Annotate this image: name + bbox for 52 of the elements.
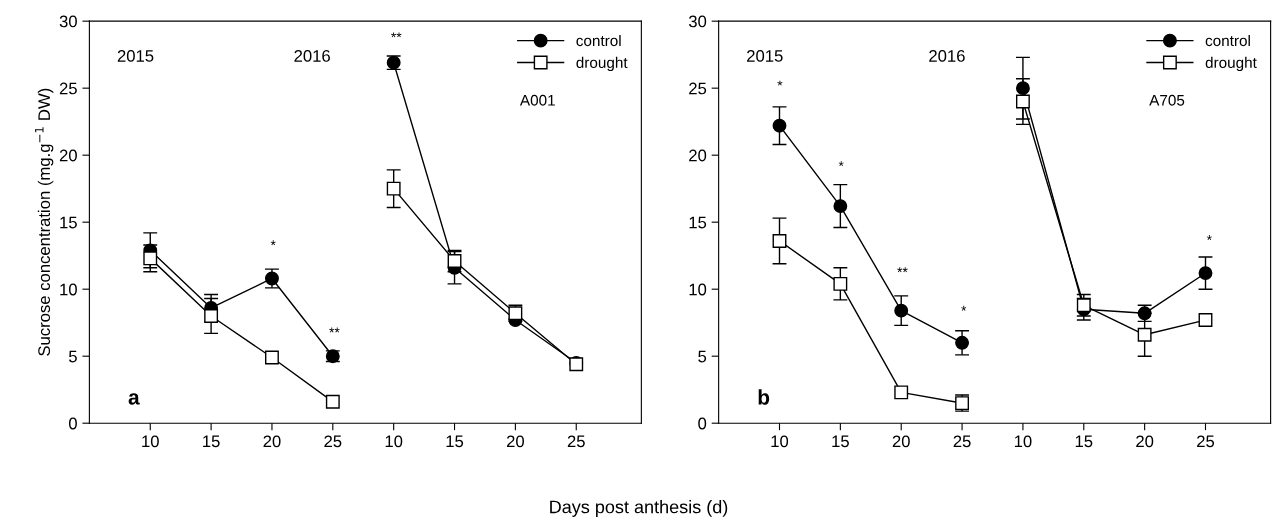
x-axis-title: Days post anthesis (d) xyxy=(550,500,728,517)
annotation: ** xyxy=(391,32,402,38)
y-tick-label: 30 xyxy=(59,15,77,28)
annotation: 2015 xyxy=(117,50,154,62)
annotation: * xyxy=(961,305,967,311)
x-tick-label: 10 xyxy=(771,435,789,448)
x-tick-label: 15 xyxy=(446,435,464,448)
annotation: a xyxy=(128,393,140,405)
y-tick-label: 10 xyxy=(60,283,77,296)
y-tick-label: 20 xyxy=(689,149,707,162)
y-tick-label: 0 xyxy=(68,417,77,430)
annotation: 2015 xyxy=(747,50,783,62)
x-tick-label: 20 xyxy=(506,435,525,448)
y-tick-label: 15 xyxy=(689,216,707,229)
annotation: 2016 xyxy=(929,50,965,62)
x-tick-label: 20 xyxy=(1136,435,1154,448)
y-tick-label: 20 xyxy=(59,149,77,162)
annotation: * xyxy=(270,240,276,246)
legend-label: drought xyxy=(1205,56,1257,72)
y-tick-label: 15 xyxy=(60,216,77,229)
x-tick-label: 10 xyxy=(385,435,403,448)
x-tick-label: 15 xyxy=(203,435,220,448)
x-tick-label: 25 xyxy=(1197,435,1215,448)
y-tick-label: 25 xyxy=(59,82,77,95)
y-tick-label: 10 xyxy=(689,283,707,296)
x-tick-label: 25 xyxy=(953,435,971,448)
legend-label: control xyxy=(1205,34,1250,47)
annotation: A705 xyxy=(1149,94,1185,106)
y-axis-title: Sucrose concentration (mg.g$^{−1}$ DW) xyxy=(34,88,54,356)
annotation: A001 xyxy=(519,94,555,106)
x-tick-label: 25 xyxy=(567,435,585,448)
x-tick-label: 15 xyxy=(832,435,849,448)
y-tick-label: 0 xyxy=(698,417,707,430)
annotation: ** xyxy=(329,327,340,333)
x-tick-label: 20 xyxy=(892,435,910,448)
legend-label: drought xyxy=(576,56,628,72)
annotation: * xyxy=(777,80,783,86)
annotation: * xyxy=(1206,235,1212,240)
y-tick-label: 30 xyxy=(688,15,707,28)
annotation: b xyxy=(758,389,770,405)
x-tick-label: 20 xyxy=(263,435,281,448)
x-tick-label: 15 xyxy=(1075,435,1093,448)
legend-label: control xyxy=(576,34,621,47)
x-tick-label: 10 xyxy=(142,435,159,448)
y-tick-label: 25 xyxy=(689,82,707,95)
annotation: 2016 xyxy=(294,50,330,62)
annotation: ** xyxy=(897,267,908,273)
y-tick-label: 5 xyxy=(698,350,707,363)
y-tick-label: 5 xyxy=(68,350,77,363)
x-tick-label: 10 xyxy=(1014,435,1032,448)
annotation: * xyxy=(838,161,844,167)
x-tick-label: 25 xyxy=(324,435,342,448)
